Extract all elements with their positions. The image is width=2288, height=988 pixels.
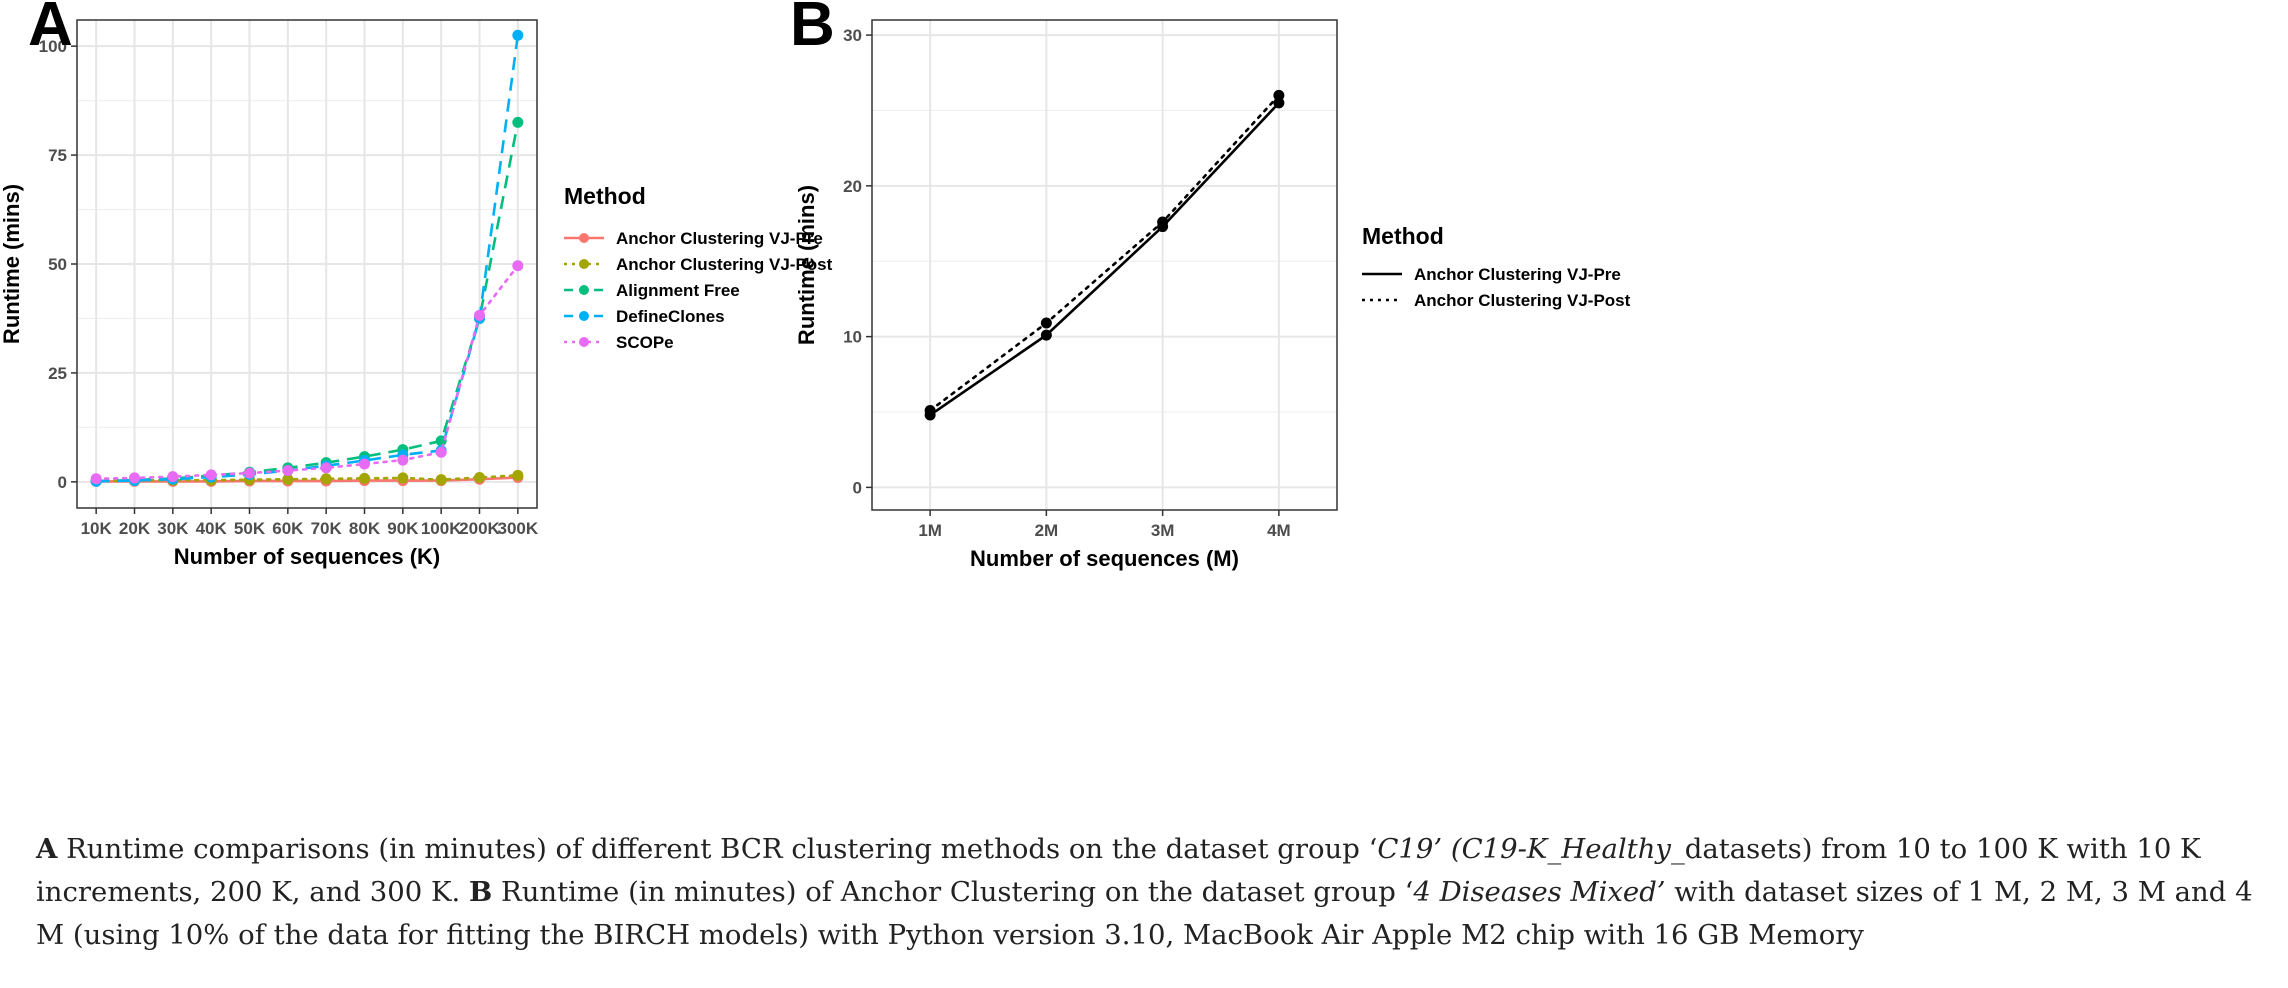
- y-tick-label: 0: [853, 478, 862, 497]
- x-tick-label: 40K: [196, 519, 228, 538]
- caption-label-a: A: [36, 833, 58, 865]
- caption-b-italic: 4 Diseases Mixed’: [1413, 876, 1666, 908]
- y-axis-label: Runtime (mins): [0, 184, 24, 344]
- panel-letter: A: [28, 0, 73, 59]
- data-point: [435, 446, 447, 458]
- x-tick-label: 200K: [459, 519, 500, 538]
- legend-title: Method: [564, 183, 646, 209]
- x-axis-label: Number of sequences (K): [174, 544, 441, 569]
- y-tick-label: 25: [48, 364, 67, 383]
- data-point: [129, 472, 140, 484]
- series-line: [928, 94, 1281, 412]
- x-tick-label: 3M: [1151, 521, 1175, 540]
- data-point: [924, 404, 936, 416]
- caption-label-b: B: [469, 876, 493, 908]
- plot-border: [871, 19, 1338, 511]
- y-tick-label: 100: [39, 37, 67, 56]
- data-point: [282, 465, 294, 477]
- y-tick-label: 75: [48, 146, 67, 165]
- data-point: [397, 454, 409, 466]
- x-tick-label: 50K: [234, 519, 266, 538]
- chart-panel-b: 0 10 20 30 1M 2M 3M 4M Number of sequences (M) Ru…: [790, 0, 1631, 571]
- legend-title: Method: [1362, 223, 1444, 249]
- x-tick-label: 300K: [498, 519, 539, 538]
- y-tick-label: 30: [843, 26, 862, 45]
- legend-item-label: Alignment Free: [616, 281, 740, 300]
- x-tick-label: 70K: [311, 519, 343, 538]
- legend-key-point: [579, 311, 589, 321]
- data-point: [512, 469, 524, 481]
- series-line: [94, 474, 520, 483]
- x-tick-label: 60K: [272, 519, 304, 538]
- x-tick-label: 30K: [157, 519, 189, 538]
- data-point: [435, 474, 447, 486]
- plot-background: [872, 20, 1337, 510]
- data-point: [90, 473, 102, 485]
- caption-a-italic: C19’ (C19-K_Healthy_: [1377, 833, 1685, 865]
- legend-key-point: [579, 233, 589, 243]
- data-point: [1040, 317, 1052, 329]
- legend-item-label: SCOPe: [616, 333, 674, 352]
- figure-caption: A Runtime comparisons (in minutes) of di…: [36, 828, 2266, 957]
- data-point: [167, 471, 179, 483]
- data-point: [512, 260, 524, 272]
- y-tick-label: 20: [843, 177, 862, 196]
- data-point: [244, 467, 255, 479]
- data-point: [474, 472, 485, 483]
- y-tick-label: 50: [48, 255, 67, 274]
- data-point: [320, 462, 332, 474]
- legend-key-point: [579, 285, 589, 295]
- data-point: [512, 29, 524, 41]
- data-point: [1040, 329, 1052, 341]
- data-point: [474, 309, 485, 321]
- x-tick-label: 80K: [349, 519, 381, 538]
- x-tick-label: 1M: [918, 521, 942, 540]
- legend-key-point: [579, 337, 589, 347]
- caption-b-text-2: with dataset sizes of 1 M, 2 M, 3 M and …: [36, 876, 2253, 951]
- legend-item-label: Anchor Clustering VJ-Post: [1414, 291, 1631, 310]
- x-tick-label: 90K: [387, 519, 419, 538]
- data-point: [1157, 216, 1169, 228]
- caption-a-text-2: datasets) from 10 to 100 K with 10 K inc…: [36, 833, 2201, 908]
- x-tick-label: 100K: [421, 519, 462, 538]
- data-point: [1273, 89, 1285, 101]
- legend-item-label: Anchor Clustering VJ-Pre: [1414, 265, 1621, 284]
- data-point: [205, 469, 217, 481]
- chart-panel-a: 0 25 50 75 100 10K 20K 30K 40K 50K 60K 70K 80K 90K 100…: [0, 0, 833, 569]
- x-axis-label: Number of sequences (M): [970, 546, 1239, 571]
- data-point: [397, 472, 409, 484]
- data-point: [320, 473, 332, 485]
- data-point: [512, 116, 524, 128]
- legend-item-label: Anchor Clustering VJ-Post: [616, 255, 833, 274]
- data-point: [1273, 97, 1285, 109]
- y-axis-label: Runtime (mins): [794, 185, 819, 345]
- x-tick-label: 4M: [1267, 521, 1291, 540]
- legend-item-label: Anchor Clustering VJ-Pre: [616, 229, 823, 248]
- data-point: [359, 458, 370, 470]
- x-tick-label: 2M: [1035, 521, 1059, 540]
- data-point: [359, 472, 370, 484]
- x-tick-label: 10K: [81, 519, 113, 538]
- y-tick-label: 0: [58, 473, 67, 492]
- data-point: [282, 473, 294, 485]
- legend-key-point: [579, 259, 589, 269]
- panel-letter: B: [790, 0, 835, 59]
- y-tick-label: 10: [843, 328, 862, 347]
- series-line: [929, 102, 1280, 417]
- legend-item-label: DefineClones: [616, 307, 725, 326]
- series-line: [94, 264, 520, 481]
- caption-b-text: Runtime (in minutes) of Anchor Clusterin…: [492, 876, 1414, 908]
- x-tick-label: 20K: [119, 519, 151, 538]
- caption-a-text: Runtime comparisons (in minutes) of diff…: [57, 833, 1378, 865]
